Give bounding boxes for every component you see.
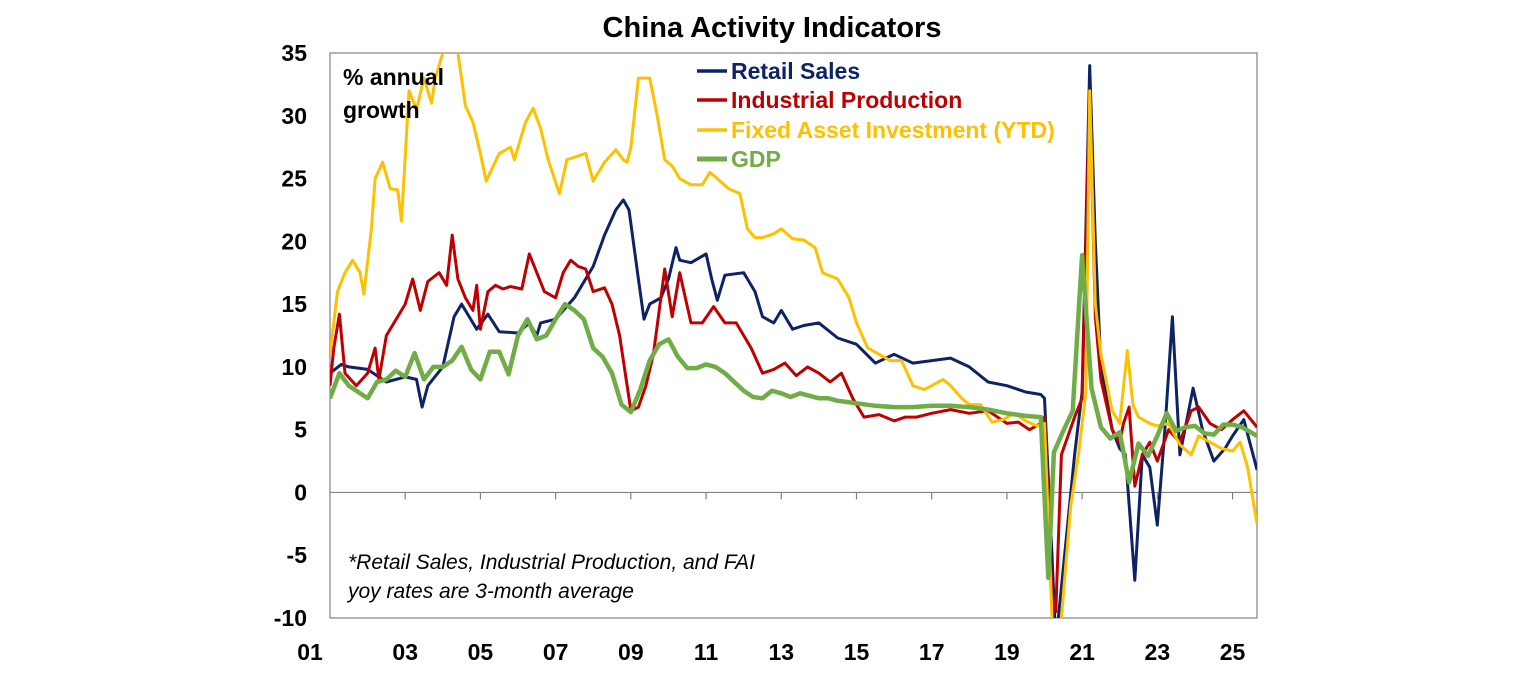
x-tick-label: 19 [994,639,1020,665]
x-tick-label: 23 [1145,639,1171,665]
y-axis-label-line1: % annual [343,64,444,90]
footnote-line2: yoy rates are 3-month average [346,580,634,603]
x-tick-label: 11 [694,639,719,665]
x-tick-label: 07 [543,639,569,665]
series-line-gdp [330,252,1257,581]
chart-title: China Activity Indicators [603,12,942,44]
x-tick-label: 13 [768,639,794,665]
x-tick-label: 09 [618,639,644,665]
y-tick-label: 10 [281,354,307,380]
legend-label: Retail Sales [731,58,860,84]
plot-area-frame [329,52,1258,619]
y-tick-label: -5 [287,542,308,568]
y-tick-label: 35 [281,40,307,66]
y-tick-label: 20 [281,228,307,254]
y-tick-label: 0 [294,479,307,505]
footnote-line1: *Retail Sales, Industrial Production, an… [348,551,755,574]
y-tick-label: -10 [274,605,307,631]
x-tick-label: 01 [297,639,323,665]
y-tick-label: 30 [281,103,307,129]
x-tick-label: 15 [844,639,870,665]
y-tick-label: 15 [281,291,307,317]
x-tick-label: 03 [392,639,418,665]
y-axis-label-line2: growth [343,97,420,123]
series-line-retail-sales [330,64,1257,618]
legend-label: Industrial Production [731,87,962,113]
series-line-fixed-asset-investment-ytd [330,53,1257,618]
x-tick-label: 21 [1069,639,1095,665]
legend-label: Fixed Asset Investment (YTD) [731,117,1055,143]
legend-label: GDP [731,146,781,172]
x-tick-label: 05 [468,639,494,665]
x-tick-label: 25 [1220,639,1246,665]
series-group [330,53,1257,618]
y-tick-label: 25 [281,166,307,192]
y-tick-label: 5 [294,417,307,443]
x-tick-label: 17 [919,639,945,665]
series-line-industrial-production [330,89,1257,614]
